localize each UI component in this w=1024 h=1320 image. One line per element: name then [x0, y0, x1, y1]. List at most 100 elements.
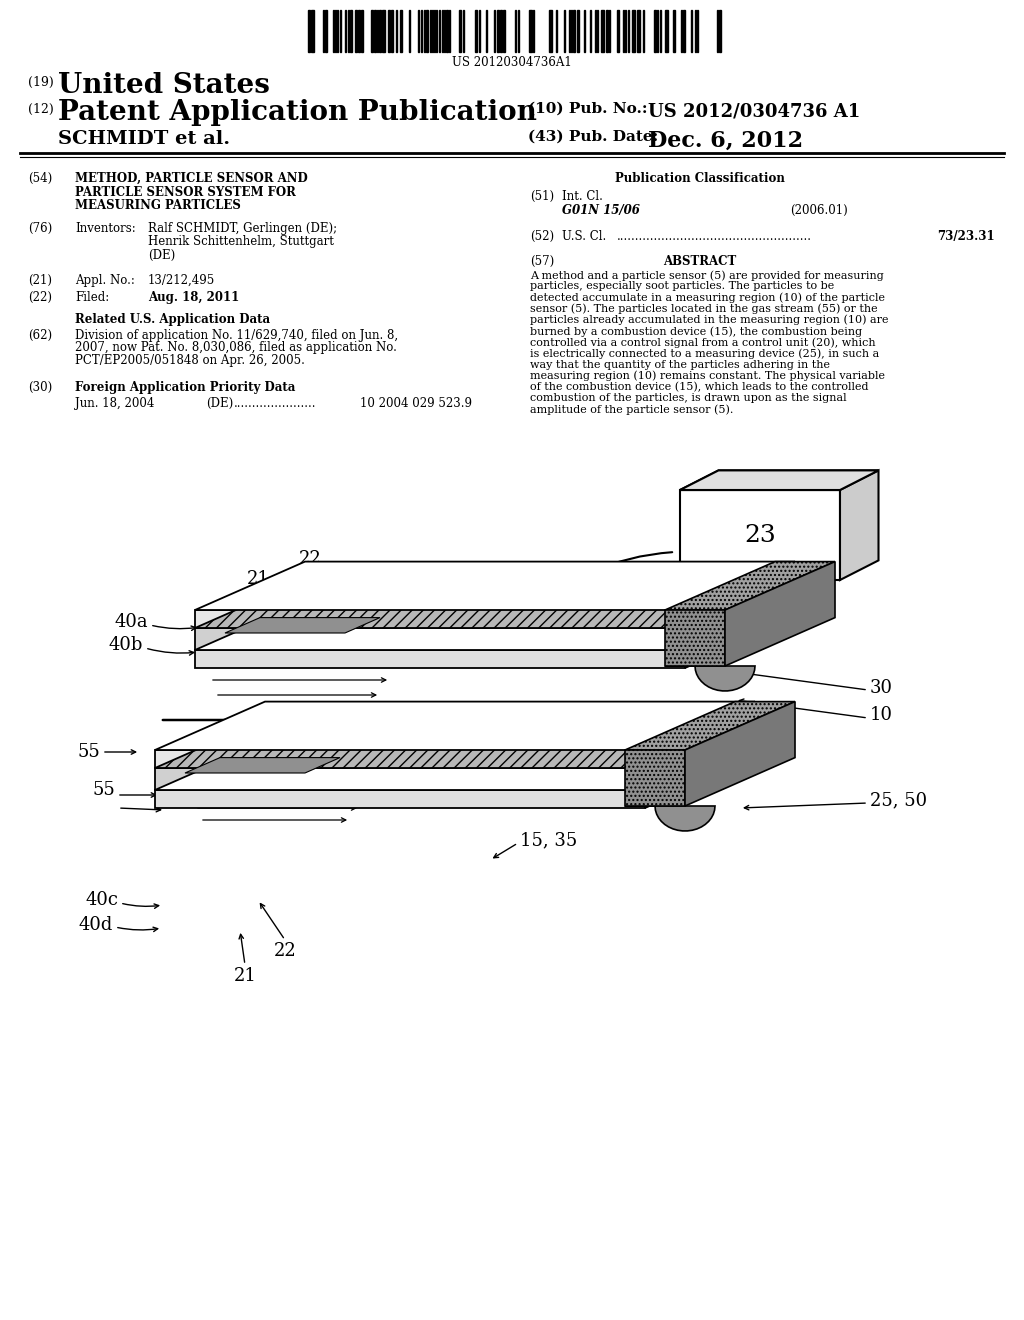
Bar	[426, 11, 428, 51]
Text: Inventors:: Inventors:	[75, 222, 136, 235]
Text: (22): (22)	[28, 290, 52, 304]
Text: 10 2004 029 523.9: 10 2004 029 523.9	[360, 397, 472, 411]
Text: detected accumulate in a measuring region (10) of the particle: detected accumulate in a measuring regio…	[530, 293, 885, 304]
Bar	[601, 11, 604, 51]
Polygon shape	[185, 758, 340, 774]
Polygon shape	[680, 490, 840, 579]
Text: (19): (19)	[28, 77, 53, 88]
Bar	[503, 11, 505, 51]
Polygon shape	[645, 742, 755, 808]
Text: U.S. Cl.: U.S. Cl.	[562, 230, 606, 243]
Polygon shape	[155, 742, 755, 789]
Text: METHOD, PARTICLE SENSOR AND: METHOD, PARTICLE SENSOR AND	[75, 172, 308, 185]
Text: 13/212,495: 13/212,495	[148, 275, 215, 286]
Text: 21: 21	[233, 968, 256, 985]
Bar	[549, 11, 552, 51]
Bar	[355, 11, 357, 51]
Bar	[632, 11, 635, 51]
Text: burned by a combustion device (15), the combustion being: burned by a combustion device (15), the …	[530, 326, 862, 337]
Text: (51): (51)	[530, 190, 554, 203]
Bar	[683, 11, 685, 51]
Text: US 2012/0304736 A1: US 2012/0304736 A1	[648, 102, 860, 120]
Bar	[673, 11, 675, 51]
Polygon shape	[645, 702, 755, 768]
Text: Appl. No.:: Appl. No.:	[75, 275, 135, 286]
Polygon shape	[685, 602, 795, 668]
Text: Patent Application Publication: Patent Application Publication	[58, 99, 537, 125]
Bar	[459, 11, 461, 51]
Text: 40d: 40d	[79, 916, 113, 935]
Text: measuring region (10) remains constant. The physical variable: measuring region (10) remains constant. …	[530, 371, 885, 381]
Text: Filed:: Filed:	[75, 290, 110, 304]
Text: United States: United States	[58, 73, 270, 99]
Polygon shape	[625, 807, 715, 830]
Text: 23: 23	[744, 524, 776, 546]
Text: controlled via a control signal from a control unit (20), which: controlled via a control signal from a c…	[530, 337, 876, 347]
Text: (57): (57)	[530, 255, 554, 268]
Polygon shape	[155, 702, 755, 750]
Bar	[719, 11, 721, 51]
Bar	[446, 11, 449, 51]
Polygon shape	[685, 702, 795, 807]
Text: 55: 55	[77, 743, 100, 762]
Polygon shape	[685, 579, 795, 649]
Bar	[350, 11, 352, 51]
Text: (52): (52)	[530, 230, 554, 243]
Text: 22: 22	[273, 942, 296, 960]
Polygon shape	[725, 561, 835, 667]
Polygon shape	[195, 628, 685, 649]
Text: way that the quantity of the particles adhering in the: way that the quantity of the particles a…	[530, 359, 830, 370]
Text: 55: 55	[92, 781, 115, 799]
Text: 21: 21	[247, 570, 269, 587]
Text: 15, 35: 15, 35	[560, 586, 617, 605]
Text: Division of application No. 11/629,740, filed on Jun. 8,: Division of application No. 11/629,740, …	[75, 329, 398, 342]
Text: ......................: ......................	[234, 397, 316, 411]
Text: (12): (12)	[28, 103, 53, 116]
Bar	[382, 11, 385, 51]
Polygon shape	[625, 750, 685, 807]
Text: particles, especially soot particles. The particles to be: particles, especially soot particles. Th…	[530, 281, 835, 292]
Text: Henrik Schittenhelm, Stuttgart: Henrik Schittenhelm, Stuttgart	[148, 235, 334, 248]
Text: 5: 5	[527, 576, 540, 594]
Text: (DE): (DE)	[206, 397, 233, 411]
Text: Aug. 18, 2011: Aug. 18, 2011	[148, 290, 240, 304]
Text: (2006.01): (2006.01)	[790, 205, 848, 216]
Text: Foreign Application Priority Data: Foreign Application Priority Data	[75, 381, 295, 393]
Bar	[400, 11, 402, 51]
Polygon shape	[680, 470, 879, 490]
Bar	[500, 11, 502, 51]
Text: combustion of the particles, is drawn upon as the signal: combustion of the particles, is drawn up…	[530, 393, 847, 403]
Text: G01N 15/06: G01N 15/06	[562, 205, 640, 216]
Polygon shape	[195, 649, 685, 668]
Polygon shape	[645, 719, 755, 789]
Bar	[391, 11, 393, 51]
Text: (DE): (DE)	[148, 249, 175, 261]
Text: ....................................................: ........................................…	[617, 230, 812, 243]
Polygon shape	[665, 561, 835, 610]
Bar	[358, 11, 360, 51]
Text: Ralf SCHMIDT, Gerlingen (DE);: Ralf SCHMIDT, Gerlingen (DE);	[148, 222, 337, 235]
Text: 10: 10	[870, 706, 893, 723]
Text: 25, 50: 25, 50	[870, 791, 927, 809]
Text: is electrically connected to a measuring device (25), in such a: is electrically connected to a measuring…	[530, 348, 880, 359]
Text: A method and a particle sensor (5) are provided for measuring: A method and a particle sensor (5) are p…	[530, 271, 884, 281]
Text: 15, 35: 15, 35	[520, 832, 578, 849]
Bar	[374, 11, 376, 51]
Bar	[606, 11, 608, 51]
Text: PCT/EP2005/051848 on Apr. 26, 2005.: PCT/EP2005/051848 on Apr. 26, 2005.	[75, 354, 305, 367]
Polygon shape	[155, 768, 645, 789]
Text: Jun. 18, 2004: Jun. 18, 2004	[75, 397, 155, 411]
Text: (30): (30)	[28, 381, 52, 393]
Bar	[573, 11, 575, 51]
Text: 2007, now Pat. No. 8,030,086, filed as application No.: 2007, now Pat. No. 8,030,086, filed as a…	[75, 342, 397, 355]
Text: 30: 30	[870, 678, 893, 697]
Polygon shape	[155, 750, 645, 768]
Text: (43) Pub. Date:: (43) Pub. Date:	[528, 129, 658, 144]
Polygon shape	[625, 702, 795, 750]
Bar	[361, 11, 362, 51]
Text: 20: 20	[374, 565, 396, 583]
Bar	[371, 11, 373, 51]
Polygon shape	[195, 602, 795, 649]
Text: particles already accumulated in the measuring region (10) are: particles already accumulated in the mea…	[530, 314, 889, 325]
Text: (62): (62)	[28, 329, 52, 342]
